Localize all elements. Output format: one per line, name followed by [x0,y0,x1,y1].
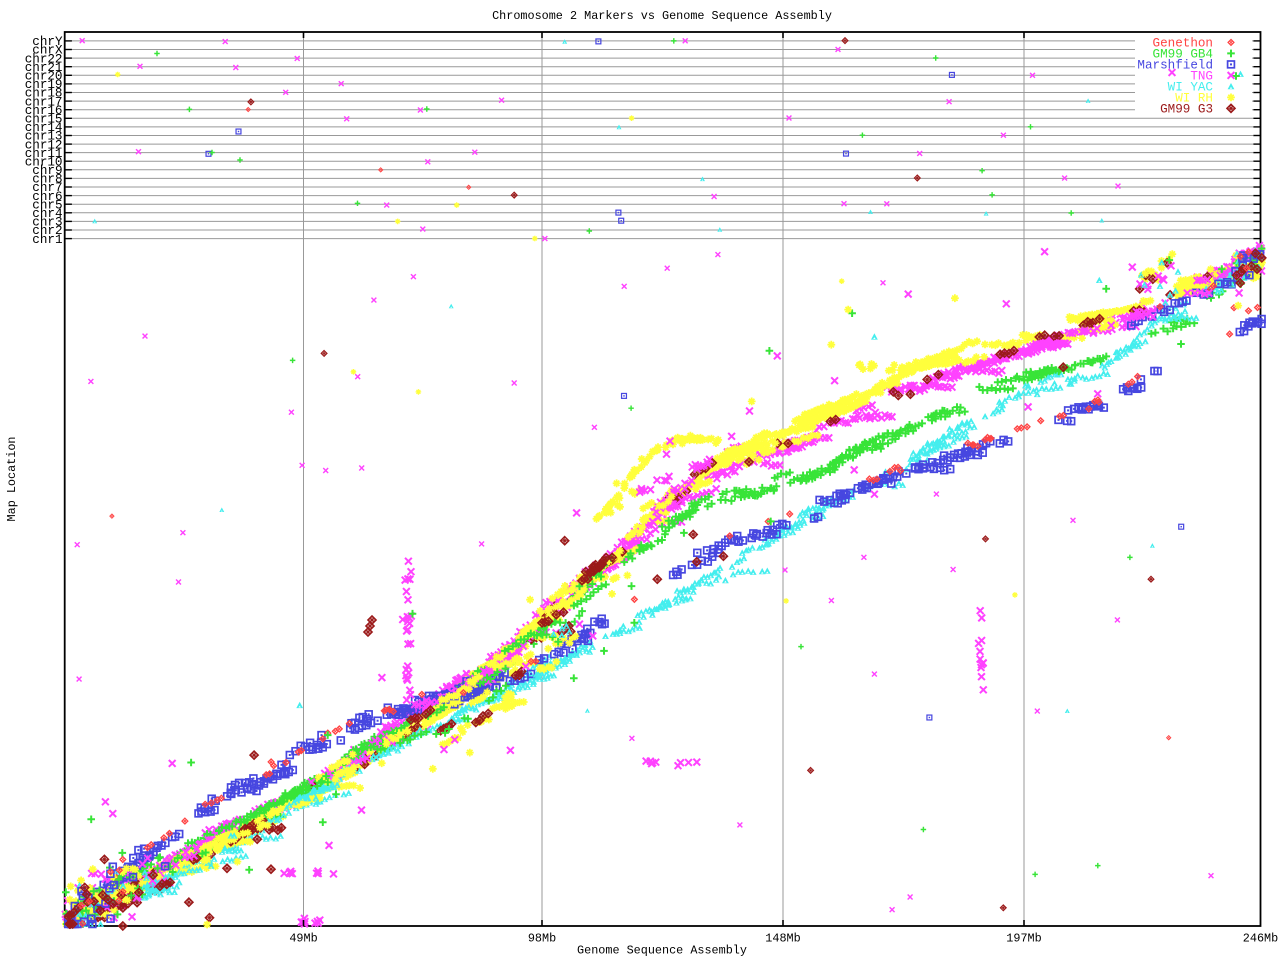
svg-text:197Mb: 197Mb [1006,932,1041,946]
svg-text:Genome Sequence Assembly: Genome Sequence Assembly [577,944,747,958]
svg-text:Chromosome 2 Markers vs Genome: Chromosome 2 Markers vs Genome Sequence … [492,9,832,23]
svg-text:246Mb: 246Mb [1243,932,1278,946]
svg-text:148Mb: 148Mb [765,932,800,946]
svg-text:49Mb: 49Mb [289,932,317,946]
svg-text:GM99 G3: GM99 G3 [1160,103,1213,117]
svg-text:98Mb: 98Mb [528,932,556,946]
svg-text:chr1: chr1 [32,233,62,247]
svg-text:Map Location: Map Location [5,437,19,522]
